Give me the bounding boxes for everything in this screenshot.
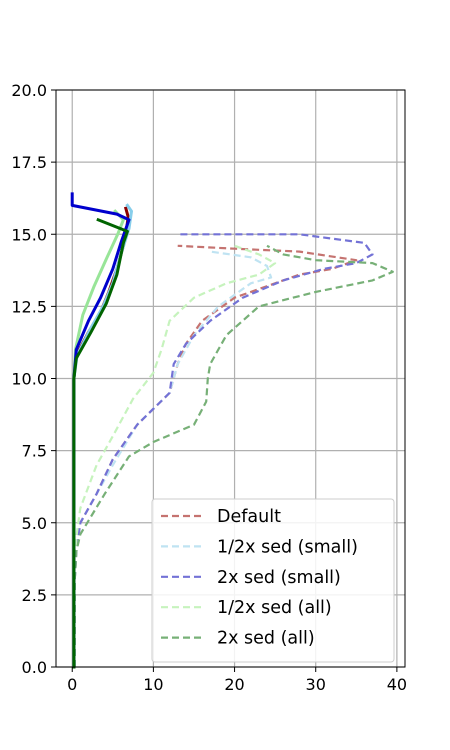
legend-label: 2x sed (all) xyxy=(217,629,315,649)
legend: Default 1/2x sed (small) 2x sed (small) 1/2… xyxy=(151,498,395,663)
legend-label: Default xyxy=(217,507,281,527)
series-line-4 xyxy=(73,244,277,667)
x-tick-label: 0 xyxy=(67,675,77,694)
y-tick-label: 5.0 xyxy=(22,514,47,533)
series-line-10 xyxy=(72,217,129,669)
legend-box xyxy=(151,498,395,663)
y-tick-label: 20.0 xyxy=(11,81,47,100)
y-tick-label: 15.0 xyxy=(11,225,47,244)
legend-label: 2x sed (small) xyxy=(217,568,341,588)
y-tick-label: 10.0 xyxy=(11,370,47,389)
series-line-3 xyxy=(73,233,374,667)
series-layer xyxy=(70,192,394,669)
axis-ticks: 0 10 20 30 40 0.0 2.5 5.0 7.5 10.0 12.5 15.0 17.5 20.… xyxy=(11,81,407,694)
y-tick-label: 12.5 xyxy=(11,297,47,316)
legend-label: 1/2x sed (small) xyxy=(217,537,358,557)
x-tick-label: 30 xyxy=(306,675,326,694)
y-tick-label: 0.0 xyxy=(22,658,47,677)
y-tick-label: 2.5 xyxy=(22,586,47,605)
legend-label: 1/2x sed (all) xyxy=(217,598,332,618)
y-tick-label: 17.5 xyxy=(11,153,47,172)
x-tick-label: 20 xyxy=(224,675,244,694)
grid xyxy=(56,89,405,668)
series-line-5 xyxy=(73,244,394,667)
x-tick-label: 40 xyxy=(387,675,407,694)
y-tick-label: 7.5 xyxy=(22,442,47,461)
x-tick-label: 10 xyxy=(143,675,163,694)
